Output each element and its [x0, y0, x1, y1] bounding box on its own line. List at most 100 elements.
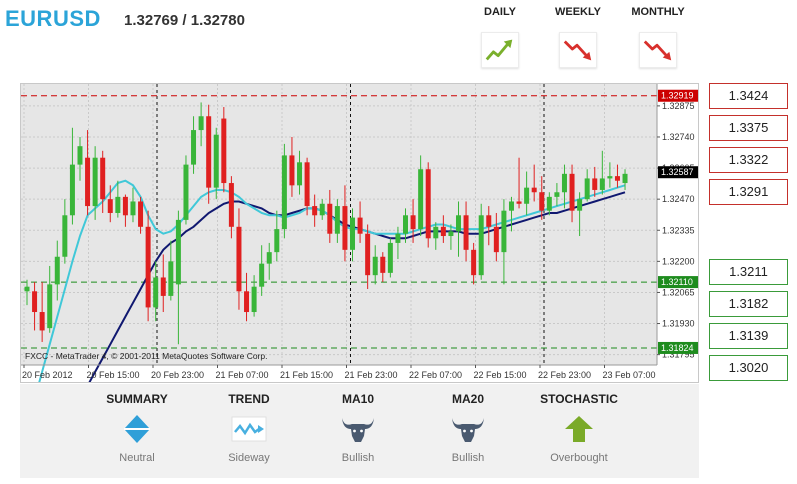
time-axis-label: 22 Feb 15:00 — [474, 370, 527, 380]
candle-body — [85, 157, 91, 207]
price-axis-background — [657, 84, 698, 365]
indicator-ma20-title: MA20 — [451, 392, 484, 406]
candle-body — [107, 199, 113, 213]
candle-body — [577, 199, 583, 211]
indicator-ma10[interactable]: MA10 Bullish — [303, 392, 413, 464]
time-axis-label: 21 Feb 15:00 — [280, 370, 333, 380]
candle-body — [228, 183, 234, 227]
candle-body — [622, 173, 628, 184]
candle-body — [546, 196, 552, 211]
candle-body — [183, 164, 189, 220]
candle-body — [501, 210, 507, 253]
candle-body — [539, 192, 545, 211]
candle-body — [478, 215, 484, 276]
candle-body — [524, 187, 530, 204]
candle-body — [92, 157, 98, 207]
candle-body — [342, 206, 348, 250]
candle-body — [569, 173, 575, 211]
indicator-stochastic[interactable]: STOCHASTIC Overbought — [524, 392, 634, 464]
price-axis-label: 1.32740 — [662, 132, 695, 142]
timeframe-daily[interactable]: DAILY — [468, 6, 532, 68]
chart-copyright: FXCC - MetaTrader 4, © 2001-2011 MetaQuo… — [25, 351, 267, 361]
candle-body — [304, 162, 310, 207]
moving-average-fast — [38, 179, 626, 382]
neutral-diamond-icon — [124, 415, 150, 443]
indicator-trend-status: Sideway — [228, 452, 270, 464]
candle-body — [145, 226, 151, 308]
candle-body — [599, 178, 605, 190]
candle-body — [289, 155, 295, 186]
candle-body — [191, 130, 197, 165]
candle-body — [486, 215, 492, 227]
candle-body — [440, 226, 446, 237]
candle-body — [448, 231, 454, 237]
candle-body — [508, 201, 514, 211]
candle-body — [115, 196, 121, 213]
candle-body — [77, 146, 83, 165]
candle-body — [206, 116, 212, 188]
timeframe-weekly[interactable]: WEEKLY — [546, 6, 610, 68]
indicator-trend-title: TREND — [228, 392, 270, 406]
candle-body — [433, 226, 439, 239]
candle-body — [100, 157, 106, 200]
candle-body — [561, 173, 567, 193]
timeframe-monthly[interactable]: MONTHLY — [626, 6, 690, 68]
candle-body — [312, 206, 318, 216]
price-level-tag-label: 1.32110 — [661, 277, 693, 287]
resistance-level-2: 1.3375 — [709, 115, 788, 141]
price-axis-label: 1.31795 — [662, 350, 695, 360]
candle-body — [39, 312, 45, 331]
symbol-title: EURUSD — [5, 6, 101, 31]
candle-body — [334, 206, 340, 234]
candle-body — [213, 134, 219, 188]
price-axis-label: 1.32335 — [662, 225, 695, 235]
candle-body — [62, 215, 68, 257]
candle-body — [614, 176, 620, 181]
candle-body — [198, 116, 204, 131]
candle-body — [372, 256, 378, 276]
price-level-tag — [658, 276, 698, 289]
time-axis-label: 22 Feb 23:00 — [538, 370, 591, 380]
price-chart[interactable]: 1.328751.327401.326051.324701.323351.322… — [20, 83, 699, 383]
price-level-tag-label: 1.32919 — [661, 91, 694, 101]
candle-body — [380, 256, 386, 273]
candle-body — [54, 256, 60, 285]
indicator-stochastic-title: STOCHASTIC — [540, 392, 618, 406]
support-level-3: 1.3139 — [709, 323, 788, 349]
indicator-trend[interactable]: TREND Sideway — [194, 392, 304, 464]
candle-body — [32, 291, 38, 313]
indicator-ma10-title: MA10 — [341, 392, 374, 406]
candle-body — [259, 263, 265, 287]
indicator-ma20[interactable]: MA20 Bullish — [413, 392, 523, 464]
candle-body — [221, 118, 227, 184]
sideway-wave-icon — [231, 416, 267, 442]
resistance-level-3: 1.3322 — [709, 147, 788, 173]
up-arrow-icon — [565, 416, 593, 442]
bull-icon — [452, 418, 484, 442]
resistance-level-1: 1.3424 — [709, 83, 788, 109]
candlestick-chart-svg: 1.328751.327401.326051.324701.323351.322… — [21, 84, 698, 382]
trend-down-icon — [559, 32, 597, 68]
price-level-tag — [658, 89, 698, 102]
candle-body — [516, 201, 522, 204]
indicator-summary-title: SUMMARY — [106, 392, 168, 406]
candle-body — [471, 249, 477, 276]
timeframe-daily-label: DAILY — [484, 6, 516, 18]
candle-body — [244, 291, 250, 313]
indicator-summary[interactable]: SUMMARY Neutral — [82, 392, 192, 464]
candle-body — [592, 178, 598, 190]
current-price-label: 1.32587 — [661, 167, 694, 177]
price-axis-label: 1.32470 — [662, 194, 695, 204]
price-level-tag — [658, 341, 698, 354]
candle-body — [130, 201, 136, 216]
candle-body — [160, 277, 166, 296]
candle-body — [387, 242, 393, 273]
trend-up-icon — [481, 32, 519, 68]
candle-body — [274, 229, 280, 253]
candle-body — [297, 162, 303, 186]
indicator-summary-bar: SUMMARY Neutral TREND Sideway MA10 B — [20, 384, 699, 478]
candle-body — [175, 219, 181, 285]
bull-icon — [342, 418, 374, 442]
candle-body — [69, 164, 75, 216]
